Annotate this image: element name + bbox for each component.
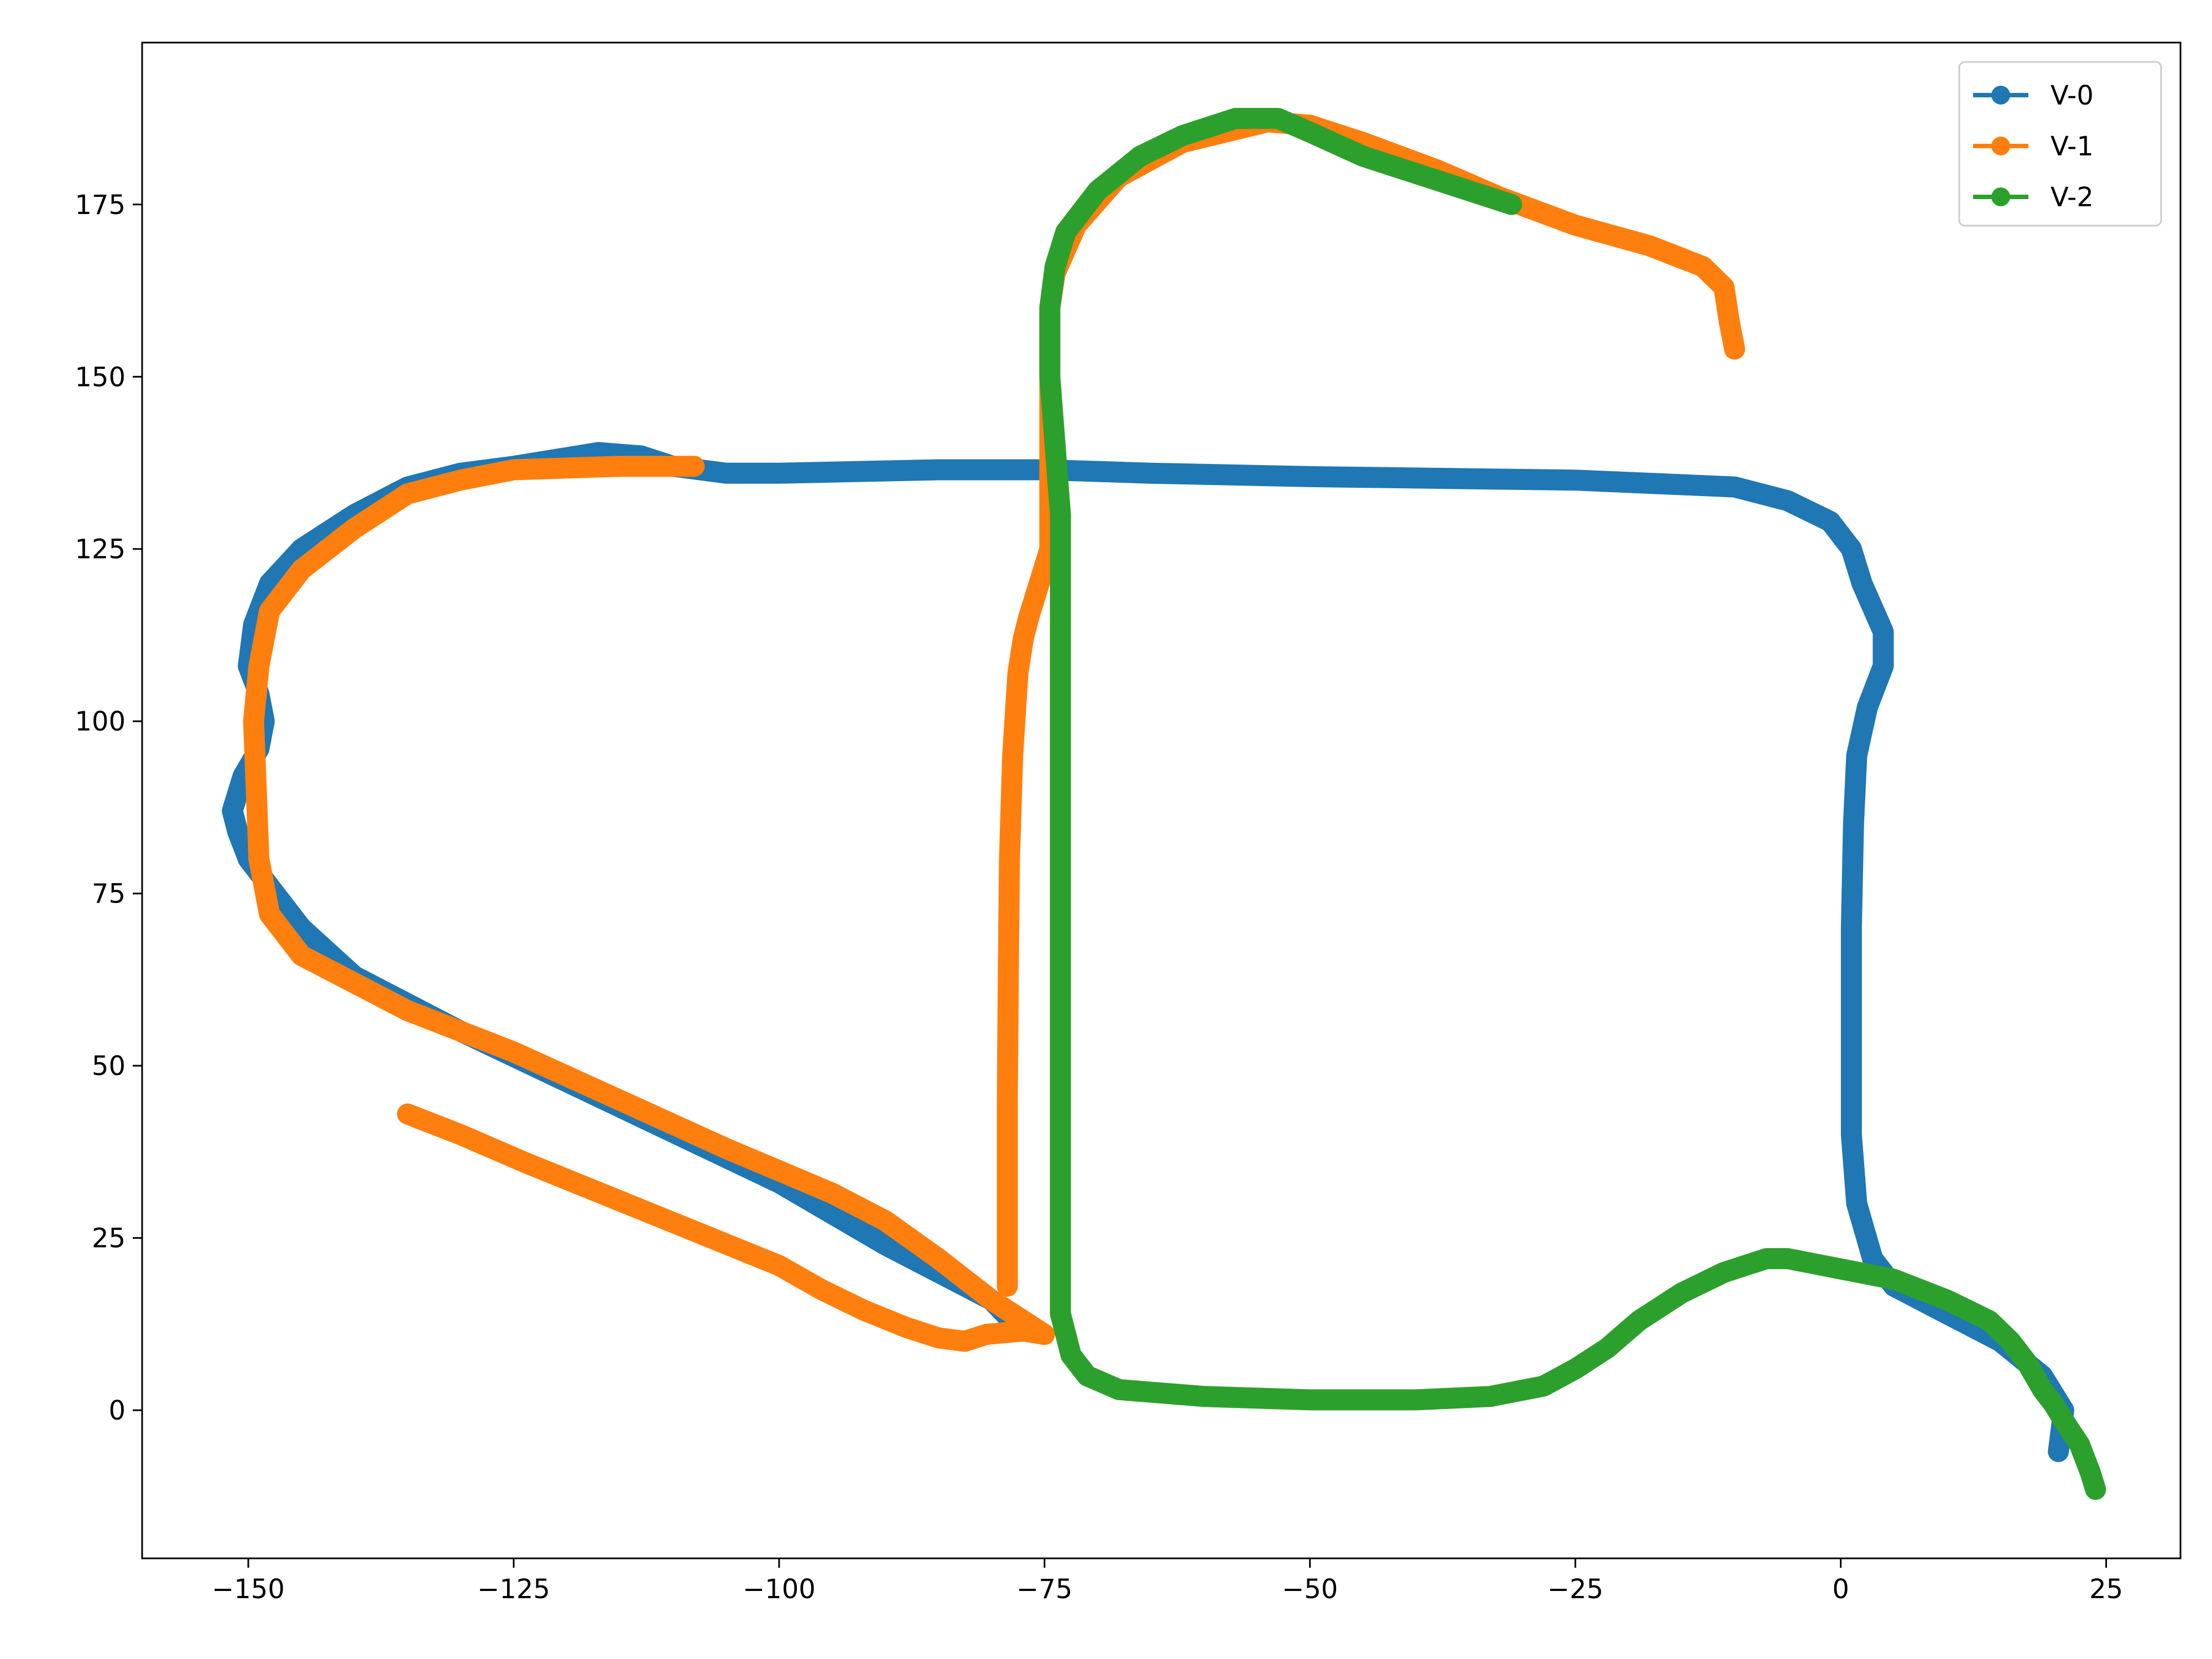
legend-label: V-1 [2051,131,2094,162]
x-tick-label: −50 [1282,1574,1338,1605]
x-tick-label: 0 [1832,1574,1849,1605]
y-tick-label: 175 [75,190,126,221]
x-tick-label: −150 [212,1574,285,1605]
legend-marker [1991,137,2010,155]
legend-marker [1991,187,2010,206]
y-tick-label: 75 [92,879,126,910]
y-tick-label: 125 [75,534,126,565]
plot-frame [141,41,2182,1559]
y-tick-label: 150 [75,362,126,393]
y-tick-label: 0 [108,1395,126,1426]
legend-label: V-2 [2051,182,2094,213]
x-tick-label: −75 [1016,1574,1072,1605]
y-tick-label: 25 [92,1223,126,1254]
series-line-3 [1039,108,2106,1500]
x-tick-label: 25 [2089,1574,2123,1605]
x-tick-label: −25 [1547,1574,1603,1605]
series-line-1 [243,456,1055,1352]
legend-box [1958,61,2162,227]
x-tick-label: −125 [477,1574,550,1605]
x-tick-label: −100 [743,1574,816,1605]
y-tick-label: 50 [92,1051,126,1082]
x-axis: −150 −125 −100 −75 −50 −25 0 25 [212,1558,2123,1605]
legend-marker [1991,86,2010,105]
y-tick-label: 100 [75,706,126,737]
legend: V-0 V-1 V-2 [1958,61,2162,227]
y-axis: 0 25 50 75 100 125 150 175 [75,190,142,1426]
legend-label: V-0 [2051,80,2094,111]
series-layer [222,108,2106,1500]
